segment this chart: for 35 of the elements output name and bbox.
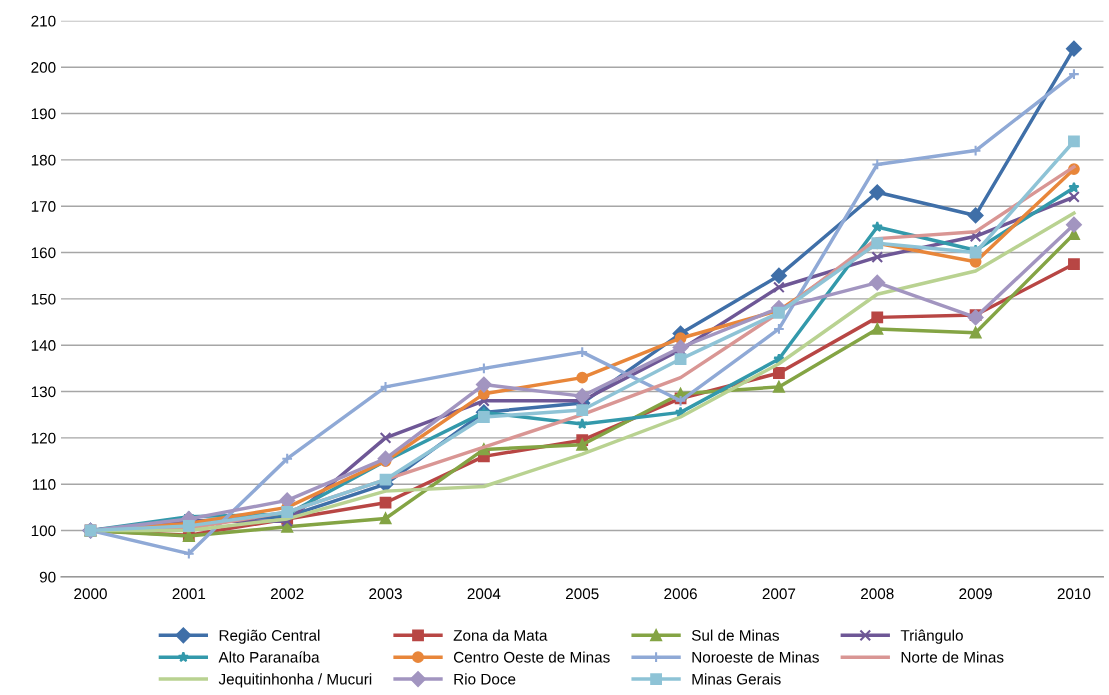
y-tick-label: 210	[31, 15, 56, 27]
legend-label: Minas Gerais	[692, 673, 781, 685]
x-tick-label: 2006	[664, 588, 697, 600]
legend-label: Sul de Minas	[691, 629, 779, 641]
y-tick-label: 180	[31, 154, 56, 166]
y-tick-label: 150	[31, 293, 56, 305]
x-tick-label: 2009	[959, 588, 992, 600]
y-tick-label: 160	[31, 247, 56, 259]
x-tick-label: 2008	[861, 588, 894, 600]
legend-label: Jequitinhonha / Mucuri	[218, 673, 372, 688]
y-tick-label: 170	[31, 201, 56, 212]
legend-label: Zona da Mata	[453, 629, 548, 641]
legend-label: Noroeste de Minas	[692, 651, 819, 663]
y-tick-label: 100	[31, 525, 56, 537]
legend-label: Triângulo	[900, 629, 963, 644]
y-tick-label: 140	[31, 340, 56, 351]
x-tick-label: 2007	[762, 588, 796, 600]
y-tick-label: 90	[39, 571, 56, 583]
legend-label: Região Central	[219, 629, 320, 644]
y-tick-label: 120	[31, 432, 56, 444]
x-tick-label: 2000	[74, 588, 107, 600]
x-tick-label: 2002	[270, 588, 304, 600]
legend-label: Alto Paranaíba	[218, 651, 320, 663]
x-tick-label: 2004	[467, 588, 501, 600]
x-tick-label: 2005	[566, 588, 599, 600]
legend-label: Centro Oeste de Minas	[453, 651, 610, 663]
legend-label: Norte de Minas	[901, 651, 1004, 663]
y-tick-label: 190	[31, 108, 56, 120]
y-tick-label: 130	[31, 386, 56, 398]
x-tick-label: 2001	[172, 588, 206, 600]
x-tick-label: 2010	[1057, 588, 1091, 600]
x-tick-label: 2003	[369, 588, 402, 600]
y-tick-label: 200	[31, 62, 56, 73]
y-tick-label: 110	[32, 479, 56, 490]
legend-label: Rio Doce	[454, 673, 516, 685]
